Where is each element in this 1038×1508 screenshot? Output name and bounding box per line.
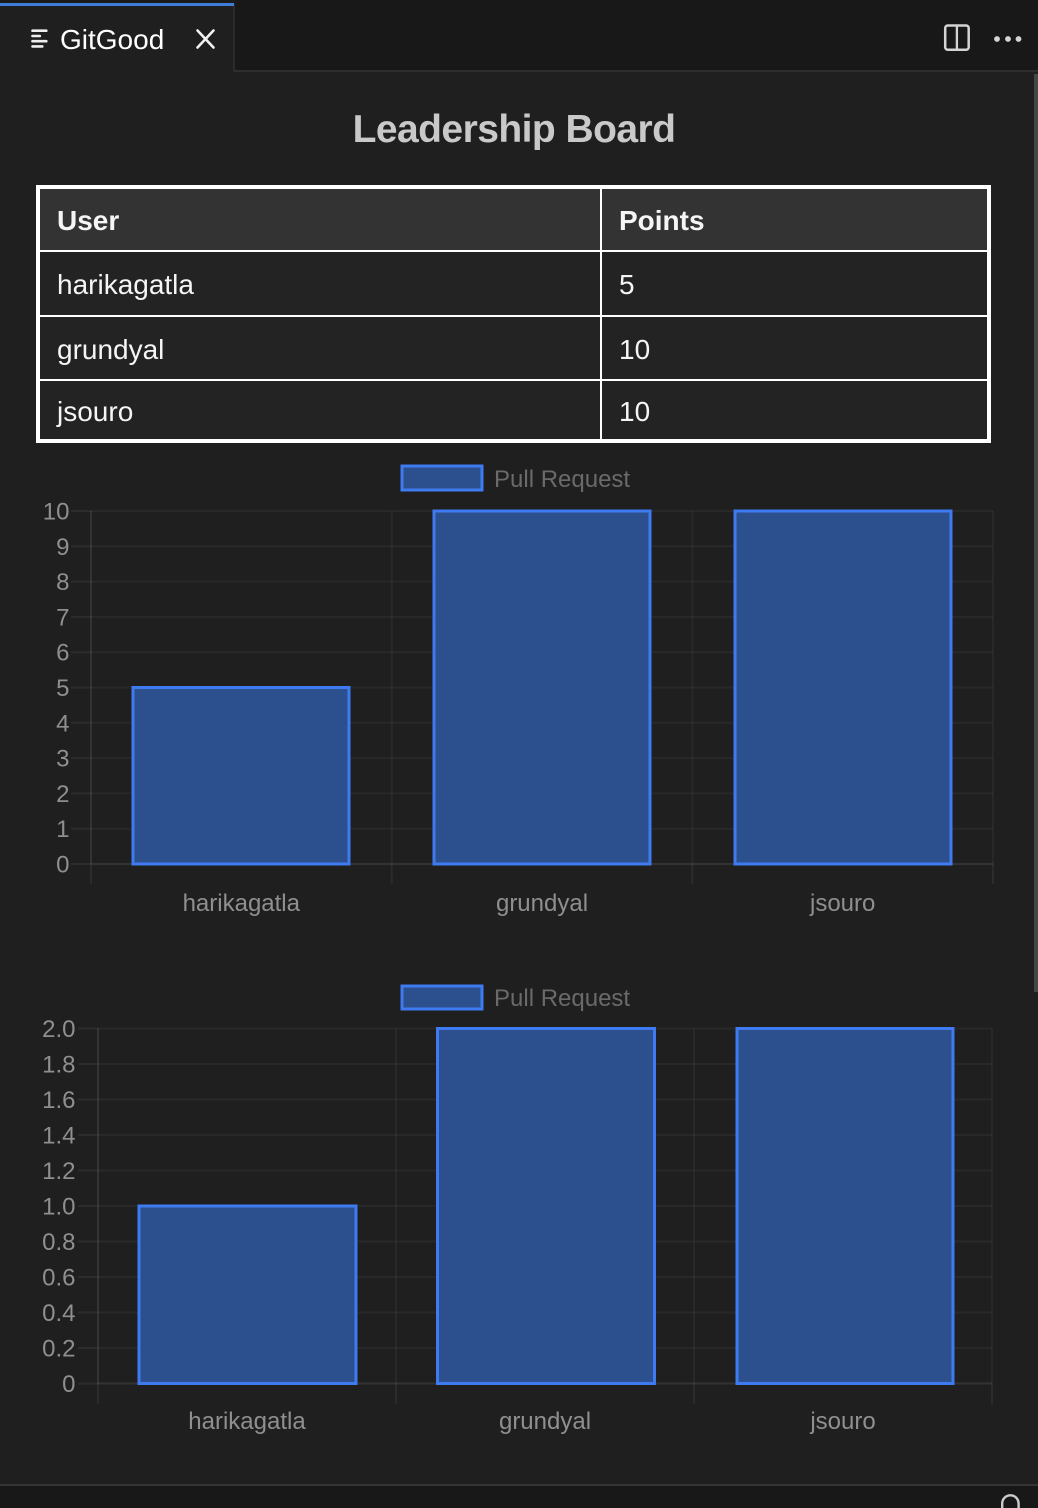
svg-text:grundyal: grundyal [496,890,588,917]
svg-text:3: 3 [56,746,69,773]
svg-text:0.2: 0.2 [42,1336,75,1363]
svg-text:Pull Request: Pull Request [494,466,630,493]
svg-text:Pull Request: Pull Request [494,985,630,1012]
svg-text:1.6: 1.6 [42,1087,75,1114]
svg-text:0.8: 0.8 [42,1229,75,1256]
svg-text:1.8: 1.8 [42,1052,75,1079]
svg-text:grundyal: grundyal [499,1408,591,1435]
svg-text:1.2: 1.2 [42,1158,75,1185]
svg-text:2: 2 [56,781,69,808]
svg-text:9: 9 [56,534,69,561]
svg-text:5: 5 [56,675,69,702]
svg-text:harikagatla: harikagatla [183,890,301,917]
svg-text:jsouro: jsouro [809,1408,875,1435]
svg-text:0: 0 [62,1371,75,1398]
svg-text:1.0: 1.0 [42,1194,75,1221]
svg-text:8: 8 [56,569,69,596]
svg-text:1: 1 [56,816,69,843]
svg-text:7: 7 [56,604,69,631]
svg-text:jsouro: jsouro [809,890,875,917]
svg-text:0.6: 0.6 [42,1265,75,1292]
svg-text:4: 4 [56,710,69,737]
svg-text:2.0: 2.0 [42,1016,75,1043]
svg-text:0.4: 0.4 [42,1300,75,1327]
svg-text:10: 10 [43,499,70,526]
svg-text:1.4: 1.4 [42,1123,75,1150]
svg-text:harikagatla: harikagatla [188,1408,306,1435]
svg-text:6: 6 [56,640,69,667]
svg-text:0: 0 [56,852,69,879]
